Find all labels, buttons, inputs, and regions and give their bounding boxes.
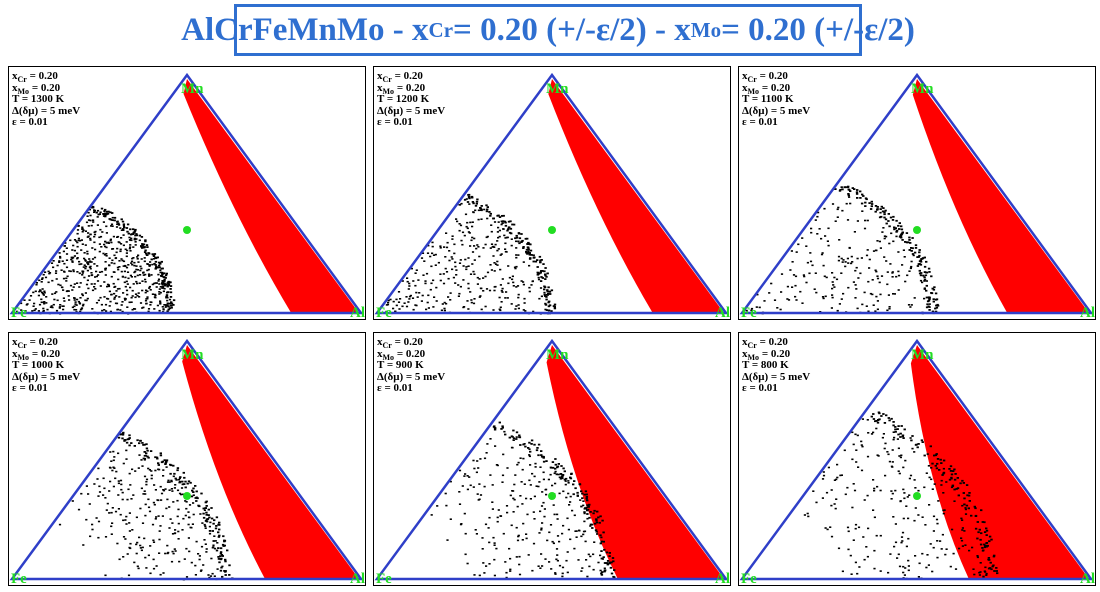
ternary-panel-p1200: xCr = 0.20 xMo = 0.20 T = 1200 K Δ(δμ) = 5 … <box>373 66 731 320</box>
vertex-label-al: Al <box>1080 571 1095 586</box>
panel-annotation: xCr = 0.20 xMo = 0.20 T = 1000 K Δ(δμ) = 5 … <box>12 336 81 395</box>
red-phase-region <box>548 79 724 313</box>
vertex-label-mn: Mn <box>911 347 934 363</box>
epsilon-line: ε = 0.01 <box>12 116 48 128</box>
vertex-label-mn: Mn <box>911 81 934 97</box>
vertex-label-fe: Fe <box>11 571 27 586</box>
x-cr-line: xCr = 0.20 <box>742 336 788 351</box>
panel-annotation: xCr = 0.20 xMo = 0.20 T = 1300 K Δ(δμ) = 5 … <box>12 70 81 129</box>
dmu-line: Δ(δμ) = 5 meV <box>377 370 446 383</box>
title-prefix: AlCrFeMnMo - x <box>181 11 429 48</box>
ternary-diagram <box>9 72 364 315</box>
epsilon-line: ε = 0.01 <box>742 382 778 394</box>
black-phase-points <box>15 205 176 315</box>
title-mid: = 0.20 (+/-ε/2) - x <box>453 11 691 48</box>
ternary-panel-p1300: xCr = 0.20 xMo = 0.20 T = 1300 K Δ(δμ) = 5 … <box>8 66 366 320</box>
x-mo-line: xMo = 0.20 <box>12 347 61 362</box>
dmu-line: Δ(δμ) = 5 meV <box>742 104 811 117</box>
vertex-label-mn: Mn <box>546 81 569 97</box>
red-phase-region <box>182 345 359 579</box>
red-phase-region <box>183 79 359 313</box>
title-suffix: = 0.20 (+/-ε/2) <box>721 11 915 48</box>
epsilon-line: ε = 0.01 <box>742 116 778 128</box>
composition-point <box>183 492 191 500</box>
ternary-triangle <box>374 338 729 581</box>
dmu-line: Δ(δμ) = 5 meV <box>742 370 811 383</box>
ternary-triangle <box>9 338 364 581</box>
red-phase-region <box>546 345 724 579</box>
x-mo-line: xMo = 0.20 <box>377 347 426 362</box>
x-mo-line: xMo = 0.20 <box>742 81 791 96</box>
black-phase-points <box>58 431 234 581</box>
vertex-label-mn: Mn <box>546 347 569 363</box>
ternary-triangle <box>739 72 1094 315</box>
ternary-panel-p1000: xCr = 0.20 xMo = 0.20 T = 1000 K Δ(δμ) = 5 … <box>8 332 366 586</box>
ternary-diagram <box>374 72 729 315</box>
ternary-triangle <box>9 72 364 315</box>
ternary-diagram <box>374 338 729 581</box>
dmu-line: Δ(δμ) = 5 meV <box>377 104 446 117</box>
composition-point <box>548 492 556 500</box>
vertex-label-al: Al <box>715 305 730 320</box>
figure-title: AlCrFeMnMo - x Cr = 0.20 (+/-ε/2) - x Mo =… <box>181 4 915 56</box>
composition-point <box>548 226 556 234</box>
vertex-label-mn: Mn <box>181 347 204 363</box>
ternary-triangle <box>374 72 729 315</box>
epsilon-line: ε = 0.01 <box>12 382 48 394</box>
dmu-line: Δ(δμ) = 5 meV <box>12 104 81 117</box>
panel-annotation: xCr = 0.20 xMo = 0.20 T = 900 K Δ(δμ) = 5 m… <box>377 336 446 395</box>
composition-point <box>913 226 921 234</box>
vertex-label-al: Al <box>1080 305 1095 320</box>
vertex-label-fe: Fe <box>11 305 27 320</box>
dmu-line: Δ(δμ) = 5 meV <box>12 370 81 383</box>
ternary-diagram <box>9 338 364 581</box>
black-phase-points <box>430 421 616 581</box>
temperature-line: T = 1300 K <box>12 93 65 105</box>
temperature-line: T = 1100 K <box>742 93 794 105</box>
black-phase-points <box>385 193 557 315</box>
temperature-line: T = 1000 K <box>12 359 65 371</box>
red-phase-region <box>910 345 1089 579</box>
temperature-line: T = 900 K <box>377 359 424 371</box>
x-cr-line: xCr = 0.20 <box>377 336 423 351</box>
epsilon-line: ε = 0.01 <box>377 382 413 394</box>
x-mo-line: xMo = 0.20 <box>12 81 61 96</box>
composition-point <box>183 226 191 234</box>
ternary-panel-p1100: xCr = 0.20 xMo = 0.20 T = 1100 K Δ(δμ) = 5 … <box>738 66 1096 320</box>
ternary-triangle <box>739 338 1094 581</box>
x-cr-line: xCr = 0.20 <box>12 336 58 351</box>
x-cr-line: xCr = 0.20 <box>742 70 788 85</box>
ternary-panel-p900: xCr = 0.20 xMo = 0.20 T = 900 K Δ(δμ) = 5 m… <box>373 332 731 586</box>
x-mo-line: xMo = 0.20 <box>742 347 791 362</box>
red-phase-region <box>912 79 1089 313</box>
composition-point <box>913 492 921 500</box>
vertex-label-fe: Fe <box>741 571 757 586</box>
black-phase-points <box>745 185 940 315</box>
x-cr-line: xCr = 0.20 <box>377 70 423 85</box>
vertex-label-fe: Fe <box>376 571 392 586</box>
panel-annotation: xCr = 0.20 xMo = 0.20 T = 1200 K Δ(δμ) = 5 … <box>377 70 446 129</box>
x-mo-line: xMo = 0.20 <box>377 81 426 96</box>
ternary-diagram <box>739 72 1094 315</box>
vertex-label-fe: Fe <box>741 305 757 320</box>
temperature-line: T = 800 K <box>742 359 789 371</box>
ternary-diagram <box>739 338 1094 581</box>
vertex-label-fe: Fe <box>376 305 392 320</box>
panel-annotation: xCr = 0.20 xMo = 0.20 T = 1100 K Δ(δμ) = 5 … <box>742 70 811 129</box>
x-cr-line: xCr = 0.20 <box>12 70 58 85</box>
black-phase-points <box>803 411 999 580</box>
panel-annotation: xCr = 0.20 xMo = 0.20 T = 800 K Δ(δμ) = 5 m… <box>742 336 811 395</box>
ternary-panel-p800: xCr = 0.20 xMo = 0.20 T = 800 K Δ(δμ) = 5 m… <box>738 332 1096 586</box>
vertex-label-mn: Mn <box>181 81 204 97</box>
vertex-label-al: Al <box>350 305 365 320</box>
vertex-label-al: Al <box>350 571 365 586</box>
epsilon-line: ε = 0.01 <box>377 116 413 128</box>
vertex-label-al: Al <box>715 571 730 586</box>
temperature-line: T = 1200 K <box>377 93 430 105</box>
